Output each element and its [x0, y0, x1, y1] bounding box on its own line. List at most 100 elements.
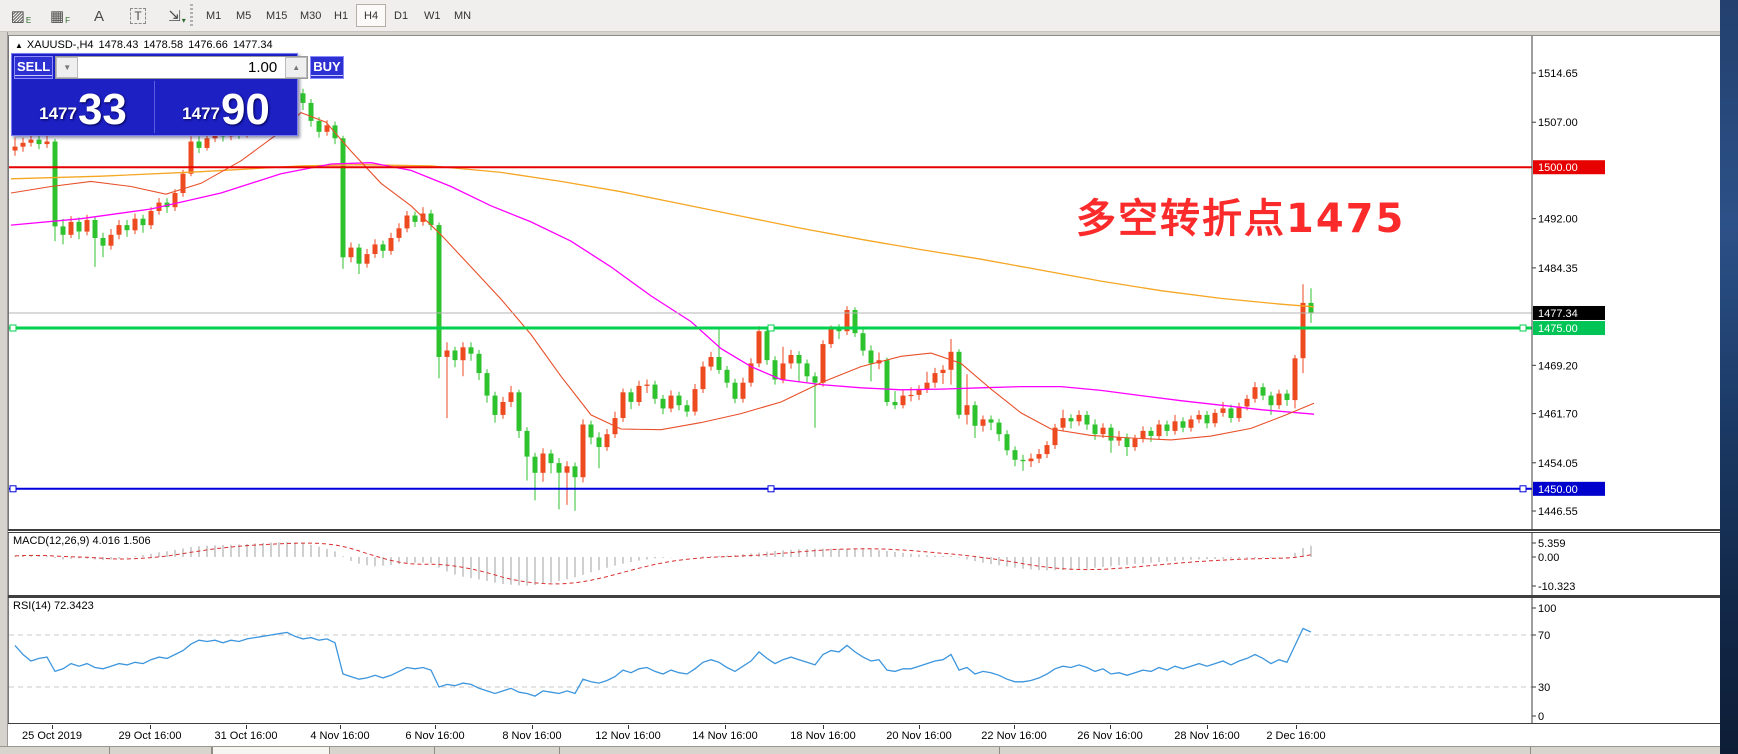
macd-signal-value: 1.506	[123, 535, 151, 547]
volume-input[interactable]	[78, 57, 286, 78]
text-box-icon[interactable]: T	[125, 3, 151, 29]
date-label: 26 Nov 16:00	[1077, 730, 1143, 742]
svg-text:1500.00: 1500.00	[1538, 162, 1578, 174]
main-chart-panel[interactable]: ▲ XAUUSD-,H4 1478.43 1478.58 1476.66 1477.34 …	[8, 35, 1721, 530]
date-tick-mark	[435, 725, 436, 729]
buy-price-big: 90	[220, 84, 270, 134]
timeframe-button-w1[interactable]: W1	[424, 9, 441, 22]
date-label: 6 Nov 16:00	[405, 730, 465, 742]
timeframe-button-h4[interactable]: H4	[356, 4, 387, 27]
one-click-trade-panel: SELL ▼ ▲ BUY 1477 33 1477 90	[11, 53, 344, 136]
svg-text:0.00: 0.00	[1538, 552, 1559, 564]
date-label: 14 Nov 16:00	[692, 730, 758, 742]
date-tick-mark	[532, 725, 533, 729]
svg-text:1469.20: 1469.20	[1538, 360, 1578, 372]
date-label: 29 Oct 16:00	[118, 730, 182, 742]
date-tick-mark	[246, 725, 247, 729]
date-label: 20 Nov 16:00	[886, 730, 952, 742]
date-label: 28 Nov 16:00	[1174, 730, 1240, 742]
date-label: 4 Nov 16:00	[310, 730, 370, 742]
timeframe-button-mn[interactable]: MN	[454, 9, 472, 22]
chart-tab-4[interactable]	[435, 747, 560, 754]
date-tick-mark	[1014, 725, 1015, 729]
svg-text:1507.00: 1507.00	[1538, 117, 1578, 129]
volume-decrease-button[interactable]: ▼	[56, 57, 79, 78]
svg-text:1450.00: 1450.00	[1538, 484, 1578, 496]
price-chart-canvas[interactable]: 1514.65 1507.00 1492.00 1484.35 1469.20 1461.…	[9, 36, 1721, 530]
chart-ohlc-header: ▲ XAUUSD-,H4 1478.43 1478.58 1476.66 1477.34	[15, 39, 278, 51]
panel-divider[interactable]	[8, 595, 1720, 598]
low-value: 1476.66	[188, 39, 228, 51]
svg-text:1514.65: 1514.65	[1538, 68, 1578, 80]
macd-panel[interactable]: MACD(12,26,9) 4.016 1.506 5.359 0.00 -10.3…	[8, 533, 1720, 595]
grid-icon[interactable]: ▦ F	[49, 8, 71, 25]
timeframe-button-m1[interactable]: M1	[206, 9, 222, 22]
toolbar-grip[interactable]	[190, 4, 193, 28]
rsi-label: RSI(14) 72.3423	[13, 600, 94, 612]
chart-tab-3[interactable]	[330, 747, 435, 754]
sell-button[interactable]: SELL	[14, 56, 54, 79]
window-left-frame	[0, 32, 8, 754]
open-value: 1478.43	[98, 39, 139, 51]
date-label: 18 Nov 16:00	[790, 730, 856, 742]
high-value: 1478.58	[143, 39, 184, 51]
svg-text:100: 100	[1538, 603, 1556, 615]
date-tick-mark	[52, 725, 53, 729]
collapse-triangle-icon[interactable]: ▲	[15, 41, 23, 50]
date-tick-mark	[340, 725, 341, 729]
buy-button[interactable]: BUY	[310, 56, 344, 79]
svg-text:1477.34: 1477.34	[1538, 308, 1578, 320]
chart-text-annotation[interactable]: 多空转折点1475	[1076, 196, 1406, 242]
date-tick-mark	[1296, 725, 1297, 729]
macd-chart-canvas[interactable]: 5.359 0.00 -10.323	[9, 533, 1721, 595]
timeframe-button-d1[interactable]: D1	[394, 9, 409, 22]
chart-tab-6[interactable]	[1000, 747, 1531, 754]
date-tick-mark	[823, 725, 824, 729]
macd-label: MACD(12,26,9) 4.016 1.506	[13, 535, 151, 547]
sell-price-big: 33	[77, 84, 127, 134]
date-axis: 25 Oct 2019 29 Oct 16:00 31 Oct 16:00 4 Nov…	[8, 725, 1720, 746]
chart-tab-5[interactable]	[560, 747, 1000, 754]
svg-text:1454.05: 1454.05	[1538, 458, 1578, 470]
desktop-background-strip	[1720, 0, 1738, 754]
objects-arrows-icon[interactable]: ⇲ ▾	[168, 8, 186, 25]
chart-tab-0[interactable]	[0, 747, 110, 754]
rsi-panel[interactable]: RSI(14) 72.3423 100 70 30 0	[8, 598, 1720, 723]
buy-price-display[interactable]: 1477 90	[155, 81, 297, 133]
text-label-icon[interactable]: A	[93, 7, 104, 25]
date-label: 2 Dec 16:00	[1266, 730, 1326, 742]
sell-price-display[interactable]: 1477 33	[12, 81, 155, 133]
symbol-period-label: XAUUSD-,H4	[26, 39, 94, 51]
rsi-value: 72.3423	[53, 600, 94, 612]
date-label: 31 Oct 16:00	[214, 730, 278, 742]
indicators-icon[interactable]: ▨ E	[10, 8, 32, 25]
svg-text:1492.00: 1492.00	[1538, 214, 1578, 226]
volume-increase-button[interactable]: ▲	[285, 57, 308, 78]
date-label: 12 Nov 16:00	[595, 730, 661, 742]
rsi-chart-canvas[interactable]: 100 70 30 0	[9, 598, 1721, 723]
chart-tab-1[interactable]	[110, 747, 212, 754]
svg-text:70: 70	[1538, 630, 1550, 642]
svg-text:1461.70: 1461.70	[1538, 409, 1578, 421]
svg-text:0: 0	[1538, 711, 1544, 723]
chart-tabs-strip	[0, 746, 1720, 754]
date-label: 25 Oct 2019	[22, 730, 82, 742]
date-tick-mark	[1207, 725, 1208, 729]
svg-text:30: 30	[1538, 682, 1550, 694]
buy-price-small: 1477	[182, 104, 220, 123]
date-label: 8 Nov 16:00	[502, 730, 562, 742]
timeframe-button-m15[interactable]: M15	[266, 9, 288, 22]
date-label: 22 Nov 16:00	[981, 730, 1047, 742]
close-value: 1477.34	[232, 39, 273, 51]
svg-text:1484.35: 1484.35	[1538, 263, 1578, 275]
macd-main-value: 4.016	[92, 535, 121, 547]
svg-text:-10.323: -10.323	[1538, 581, 1575, 593]
date-tick-mark	[725, 725, 726, 729]
timeframe-button-m30[interactable]: M30	[300, 9, 322, 22]
chart-tab-2[interactable]	[212, 747, 330, 754]
panel-divider[interactable]	[8, 529, 1720, 533]
panel-divider	[8, 723, 1720, 725]
timeframe-button-m5[interactable]: M5	[236, 9, 252, 22]
timeframe-button-h1[interactable]: H1	[334, 9, 349, 22]
